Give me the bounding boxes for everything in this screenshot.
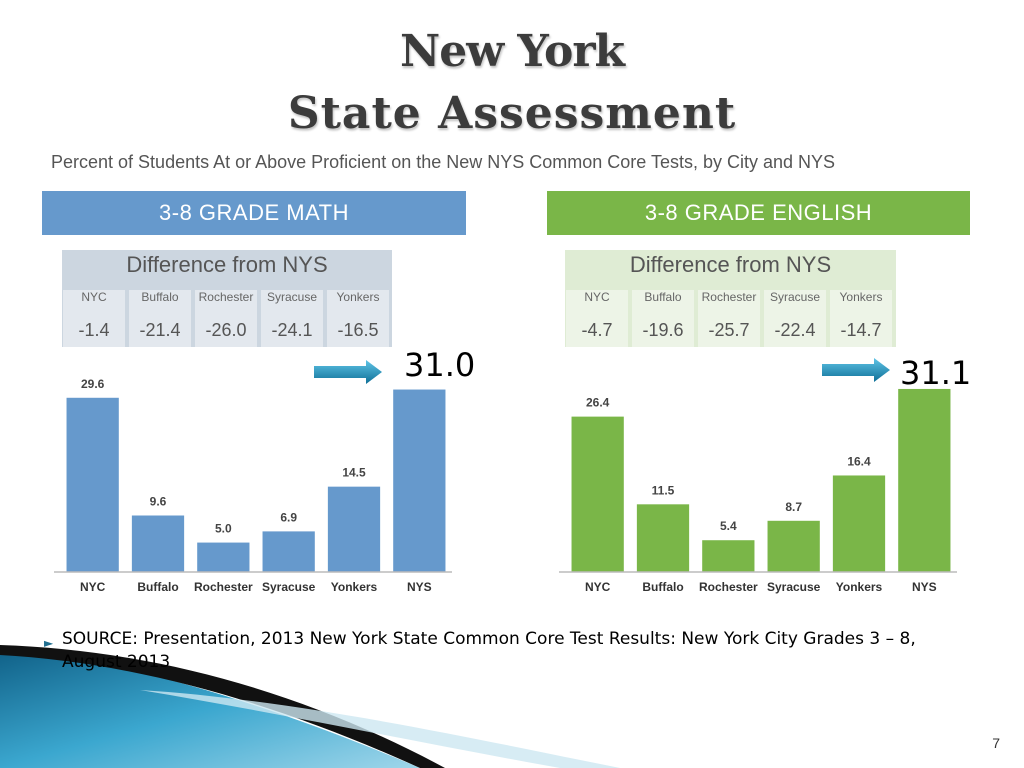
english-diff-column: Yonkers -14.7 <box>830 290 892 347</box>
english-bar-data-label: 5.4 <box>720 519 737 533</box>
math-diff-city: Yonkers <box>336 290 380 304</box>
math-bar-data-label: 9.6 <box>150 494 167 508</box>
english-nys-callout: 31.1 <box>900 354 972 392</box>
english-diff-column: Buffalo -19.6 <box>632 290 694 347</box>
math-diff-column: Syracuse -24.1 <box>261 290 323 347</box>
english-x-tick-label: NYC <box>585 580 611 594</box>
math-difference-table: Difference from NYS NYC -1.4 Buffalo -21.4 R… <box>62 250 392 347</box>
math-diff-value: -24.1 <box>271 320 313 340</box>
english-diff-city: NYC <box>584 290 610 304</box>
english-difference-table: Difference from NYS NYC -4.7 Buffalo -19.6 R… <box>565 250 896 347</box>
english-diff-value: -14.7 <box>840 320 882 340</box>
english-bar-syracuse <box>767 520 820 572</box>
math-x-tick-label: NYS <box>407 580 432 594</box>
slide-title-line2: State Assessment <box>287 88 737 139</box>
english-bar-data-label: 16.4 <box>847 454 871 468</box>
english-diff-value: -25.7 <box>708 320 750 340</box>
math-bar-data-label: 5.0 <box>215 522 232 536</box>
math-x-tick-label: Buffalo <box>137 580 178 594</box>
english-x-tick-label: Buffalo <box>642 580 683 594</box>
english-diff-value: -4.7 <box>581 320 613 340</box>
english-bar-data-label: 11.5 <box>652 483 675 497</box>
english-bar-nyc <box>571 416 624 572</box>
english-diff-city: Syracuse <box>769 290 821 304</box>
math-diff-column: Buffalo -21.4 <box>129 290 191 347</box>
english-diff-city: Rochester <box>701 290 757 304</box>
english-x-tick-label: Syracuse <box>767 580 821 594</box>
math-bar-yonkers <box>327 486 381 572</box>
math-diff-value: -21.4 <box>139 320 181 340</box>
math-bar-nyc <box>66 397 119 572</box>
english-bar-nys <box>898 388 951 572</box>
math-diff-city: Buffalo <box>141 290 179 304</box>
math-diff-city: Rochester <box>198 290 254 304</box>
english-x-tick-label: NYS <box>912 580 937 594</box>
math-diff-column: Yonkers -16.5 <box>327 290 389 347</box>
english-x-tick-label: Yonkers <box>836 580 883 594</box>
english-diff-column: Rochester -25.7 <box>698 290 760 347</box>
math-banner: 3-8 GRADE MATH <box>42 191 466 235</box>
english-diff-value: -19.6 <box>642 320 684 340</box>
math-diff-column: NYC -1.4 <box>63 290 125 347</box>
english-diff-value: -22.4 <box>774 320 816 340</box>
math-diff-value: -1.4 <box>78 320 110 340</box>
math-bar-buffalo <box>131 515 185 572</box>
english-diff-city: Yonkers <box>839 290 883 304</box>
math-x-tick-label: Yonkers <box>331 580 378 594</box>
math-difference-title: Difference from NYS <box>126 252 328 277</box>
math-diff-column: Rochester -26.0 <box>195 290 257 347</box>
math-diff-city: NYC <box>81 290 107 304</box>
english-bar-yonkers <box>832 475 886 572</box>
math-diff-value: -16.5 <box>337 320 379 340</box>
math-bar-syracuse <box>262 531 315 572</box>
source-text: SOURCE: Presentation, 2013 New York Stat… <box>62 629 916 672</box>
math-x-tick-label: Rochester <box>194 580 253 594</box>
math-arrow-icon <box>314 360 382 384</box>
math-x-tick-label: NYC <box>80 580 106 594</box>
math-x-tick-label: Syracuse <box>262 580 316 594</box>
english-x-tick-label: Rochester <box>699 580 758 594</box>
math-bar-nys <box>393 389 446 572</box>
english-diff-column: Syracuse -22.4 <box>764 290 826 347</box>
bullet-arrow-icon: ► <box>44 636 54 650</box>
english-difference-title: Difference from NYS <box>629 252 832 277</box>
english-bar-data-label: 26.4 <box>586 396 610 410</box>
math-nys-callout: 31.0 <box>404 346 476 384</box>
math-diff-city: Syracuse <box>266 290 318 304</box>
math-bar-data-label: 6.9 <box>280 510 297 524</box>
math-bar-data-label: 29.6 <box>81 377 105 391</box>
slide-subtitle: Percent of Students At or Above Proficie… <box>51 152 836 172</box>
english-diff-column: NYC -4.7 <box>566 290 628 347</box>
page-number: 7 <box>992 735 1000 751</box>
english-bar-chart: 26.4 NYC 11.5 Buffalo 5.4 Rochester 8.7 Syracus… <box>559 388 957 594</box>
english-bar-data-label: 8.7 <box>785 500 802 514</box>
math-bar-data-label: 14.5 <box>342 466 366 480</box>
english-diff-city: Buffalo <box>644 290 682 304</box>
math-diff-value: -26.0 <box>205 320 247 340</box>
math-bar-chart: 29.6 NYC 9.6 Buffalo 5.0 Rochester 6.9 Syracuse… <box>54 377 452 594</box>
english-arrow-icon <box>822 358 890 382</box>
slide-title-line1: New York <box>399 26 625 77</box>
english-bar-buffalo <box>636 504 690 572</box>
source-note: ► SOURCE: Presentation, 2013 New York St… <box>44 628 962 674</box>
english-banner: 3-8 GRADE ENGLISH <box>547 191 970 235</box>
english-bar-rochester <box>702 540 755 572</box>
math-bar-rochester <box>197 542 250 572</box>
